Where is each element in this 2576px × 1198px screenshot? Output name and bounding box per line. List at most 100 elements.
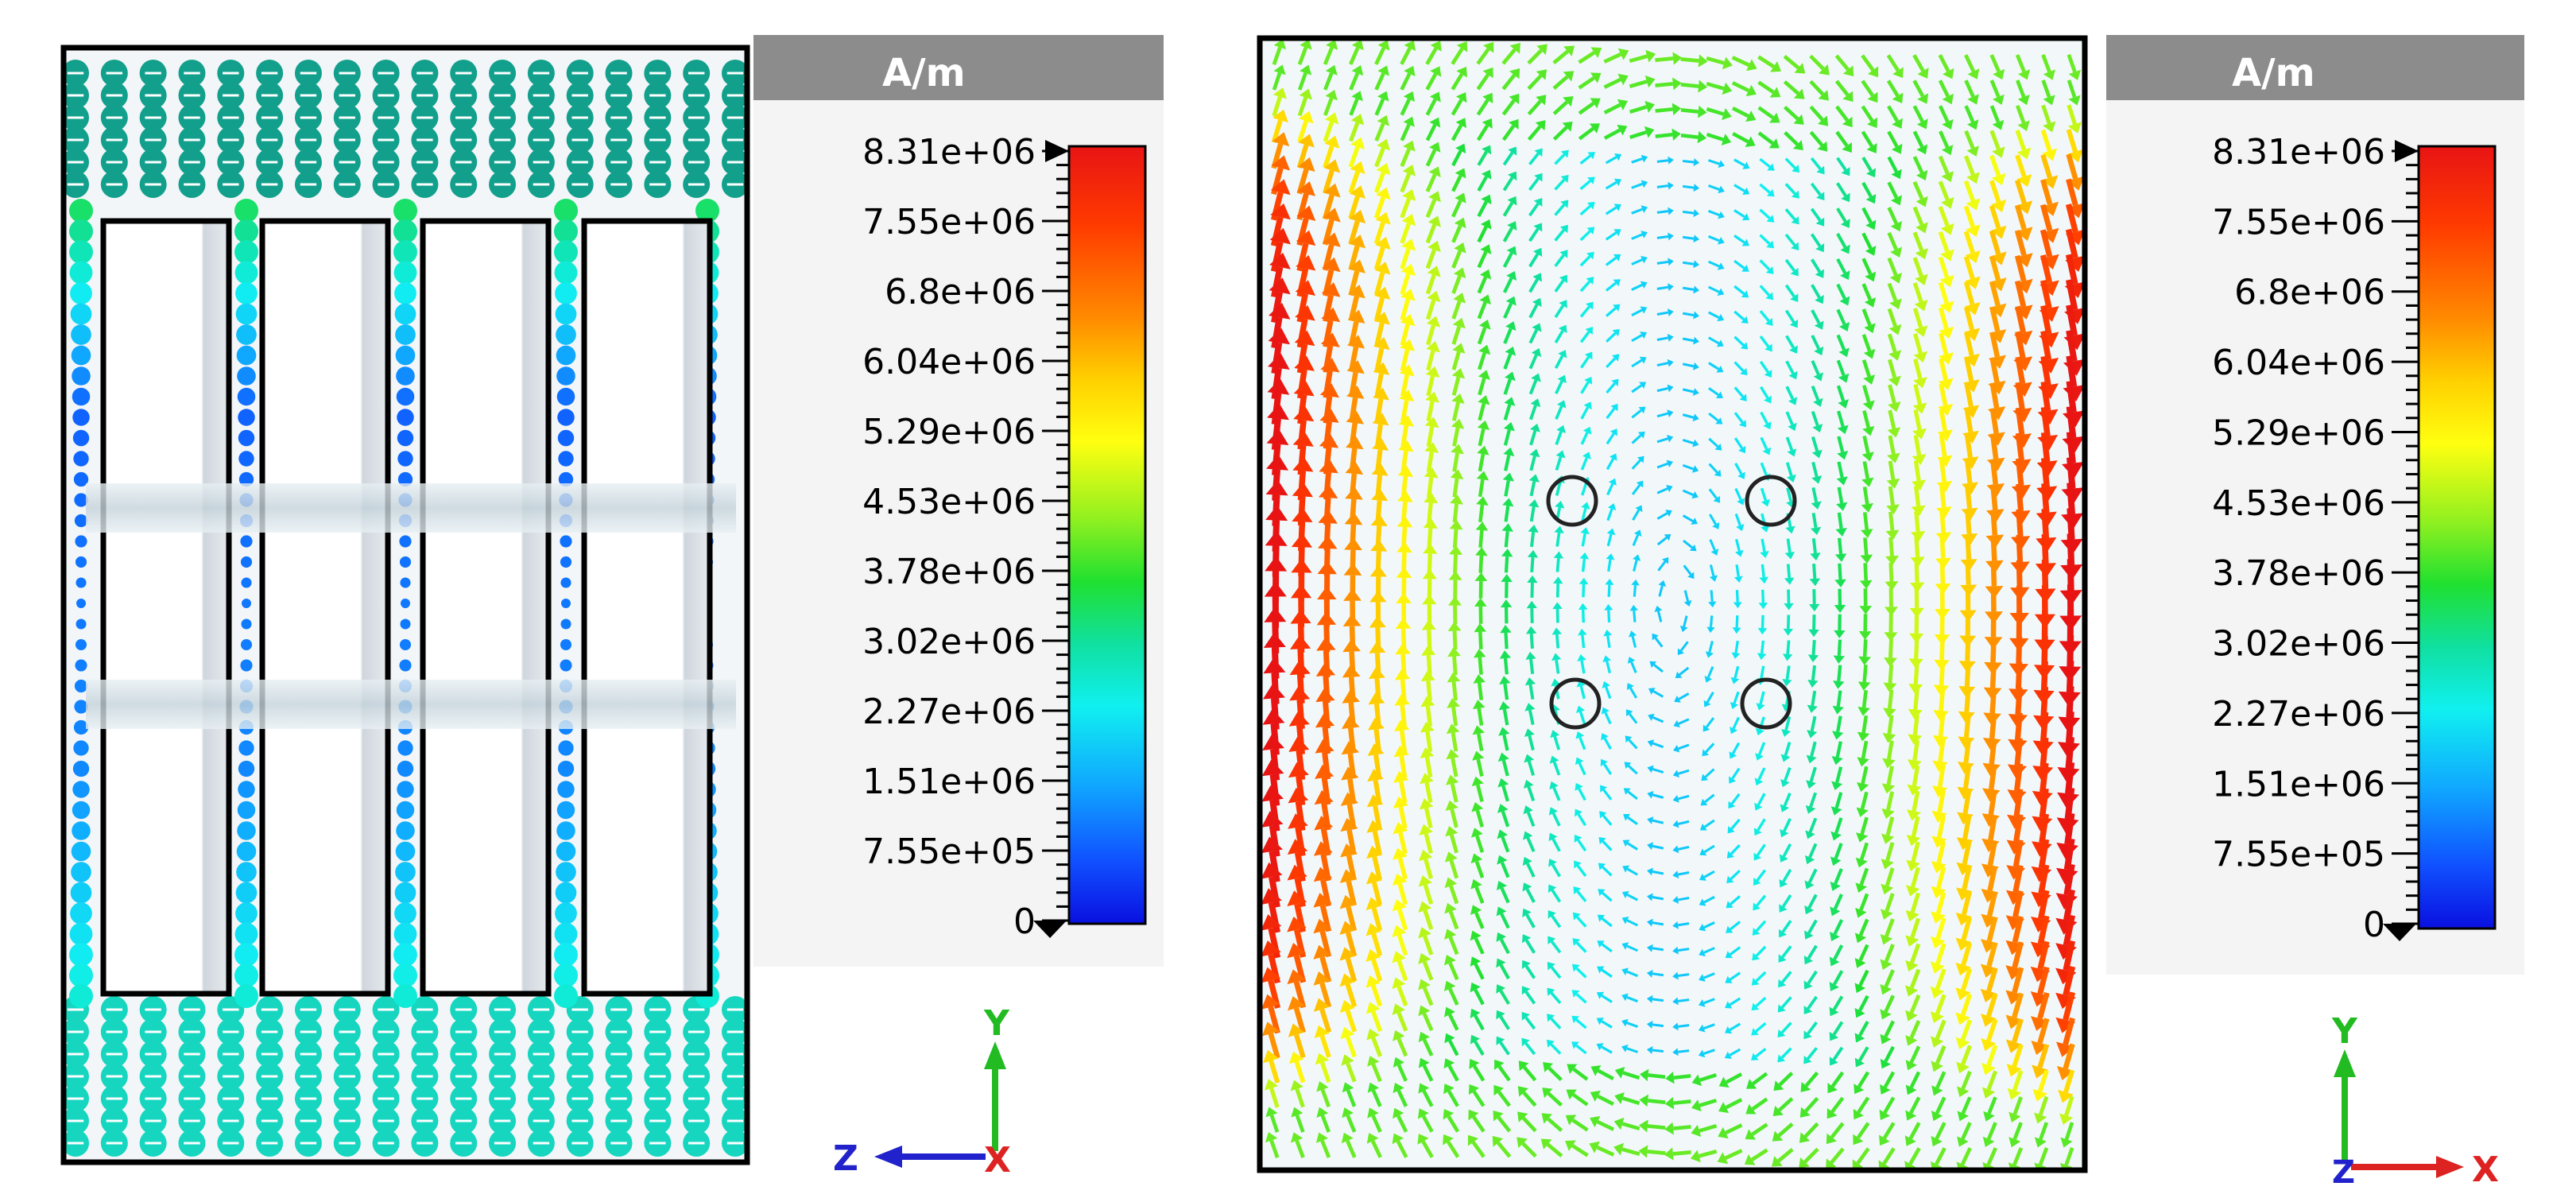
field-arrow [1705,717,1715,728]
field-arrow [1656,412,1668,418]
field-arrow-head [1417,1108,1429,1119]
field-arrow [2067,54,2077,73]
field-arrow [1757,818,1766,832]
field-arrow-head [1288,787,1309,804]
field-arrow-head [1551,653,1562,661]
field-arrow-head [1529,423,1540,432]
field-arrow-head [1393,719,1410,732]
field-arrow [1472,1115,1486,1133]
field-arrow-head [1418,1031,1431,1043]
field-arrow-head [1791,242,1799,250]
field-arrow [1652,767,1664,773]
field-dot [555,902,577,925]
field-arrow [1547,1117,1563,1132]
field-arrow-head [1842,65,1854,77]
field-arrow-head [1710,549,1719,556]
field-arrow [1426,375,1435,397]
field-arrow-head [1640,331,1648,339]
field-arrow-head [1574,834,1582,843]
field-arrow [1450,783,1458,803]
field-arrow-head [1674,695,1681,703]
field-arrow [1860,791,1869,810]
field-arrow-head [1799,1132,1811,1143]
field-arrow [1400,197,1412,219]
field-arrow [1476,73,1490,91]
field-arrow [1606,407,1616,420]
field-arrow-head [1582,426,1592,435]
field-arrow-head [1261,994,1280,1010]
field-arrow-head [1288,711,1310,727]
field-arrow-head [1535,120,1546,131]
field-arrow [2012,1018,2024,1043]
right-y-axis-arrow [2334,1049,2356,1077]
field-arrow [1725,1072,1743,1084]
field-arrow [1652,896,1664,901]
field-arrow-head [1962,430,1979,444]
field-arrow [1451,224,1462,243]
field-arrow [1990,510,1998,536]
field-arrow-head [1666,459,1673,467]
field-arrow [2013,789,2024,816]
field-arrow-head [1344,537,1362,551]
field-arrow-head [1887,427,1901,438]
field-arrow [1887,715,1894,735]
field-arrow-head [1317,586,1337,600]
field-arrow [1838,563,1842,580]
field-arrow [1400,173,1412,193]
field-dot [238,471,254,487]
field-arrow-head [1834,604,1846,613]
field-dot [69,943,93,967]
field-arrow [1911,867,1920,888]
field-arrow-head [1583,401,1592,410]
field-arrow [1621,1122,1641,1131]
field-arrow-head [1989,277,2007,292]
field-arrow [1725,1098,1743,1110]
field-arrow-head [1339,947,1357,961]
field-arrow [1759,234,1771,246]
field-arrow [1476,784,1484,802]
field-arrow-head [1881,883,1894,895]
field-arrow [1580,457,1589,471]
field-arrow [1426,680,1432,701]
field-arrow-head [1741,213,1750,221]
field-arrow [1269,1088,1280,1108]
field-arrow [1861,715,1869,734]
field-arrow [2064,1147,2074,1166]
field-arrow [1677,820,1690,826]
field-arrow-head [1403,91,1416,103]
field-arrow-head [1586,277,1594,285]
field-arrow [1862,410,1870,428]
field-arrow [1888,638,1893,658]
field-arrow [1551,915,1562,929]
field-arrow-head [1365,897,1382,910]
field-arrow [1631,157,1643,164]
field-arrow [1935,994,1947,1015]
field-arrow-head [1746,59,1757,72]
field-arrow-head [1757,653,1767,661]
field-arrow-head [1882,733,1896,743]
field-dot [72,387,91,406]
field-arrow-head [1575,808,1582,817]
field-arrow-head [1803,1055,1812,1064]
field-arrow [1989,54,2001,72]
field-arrow [1656,487,1668,494]
field-arrow [1478,631,1483,649]
field-arrow-head [1756,703,1765,711]
field-arrow-head [1521,1037,1530,1047]
field-arrow [1837,639,1842,657]
field-arrow-head [1268,302,1291,320]
field-arrow [1323,145,1334,169]
field-arrow-head [1809,603,1820,612]
field-arrow-head [1443,1058,1455,1069]
field-arrow-head [1905,960,1919,972]
field-arrow [2015,130,2027,151]
field-arrow-head [1955,912,1972,926]
field-arrow-head [1324,112,1339,125]
field-arrow-head [1937,455,1953,467]
field-arrow [1837,487,1844,504]
field-arrow-head [1318,484,1338,499]
field-arrow [1834,54,1850,72]
field-arrow [2014,280,2027,308]
field-arrow [1777,1122,1794,1138]
